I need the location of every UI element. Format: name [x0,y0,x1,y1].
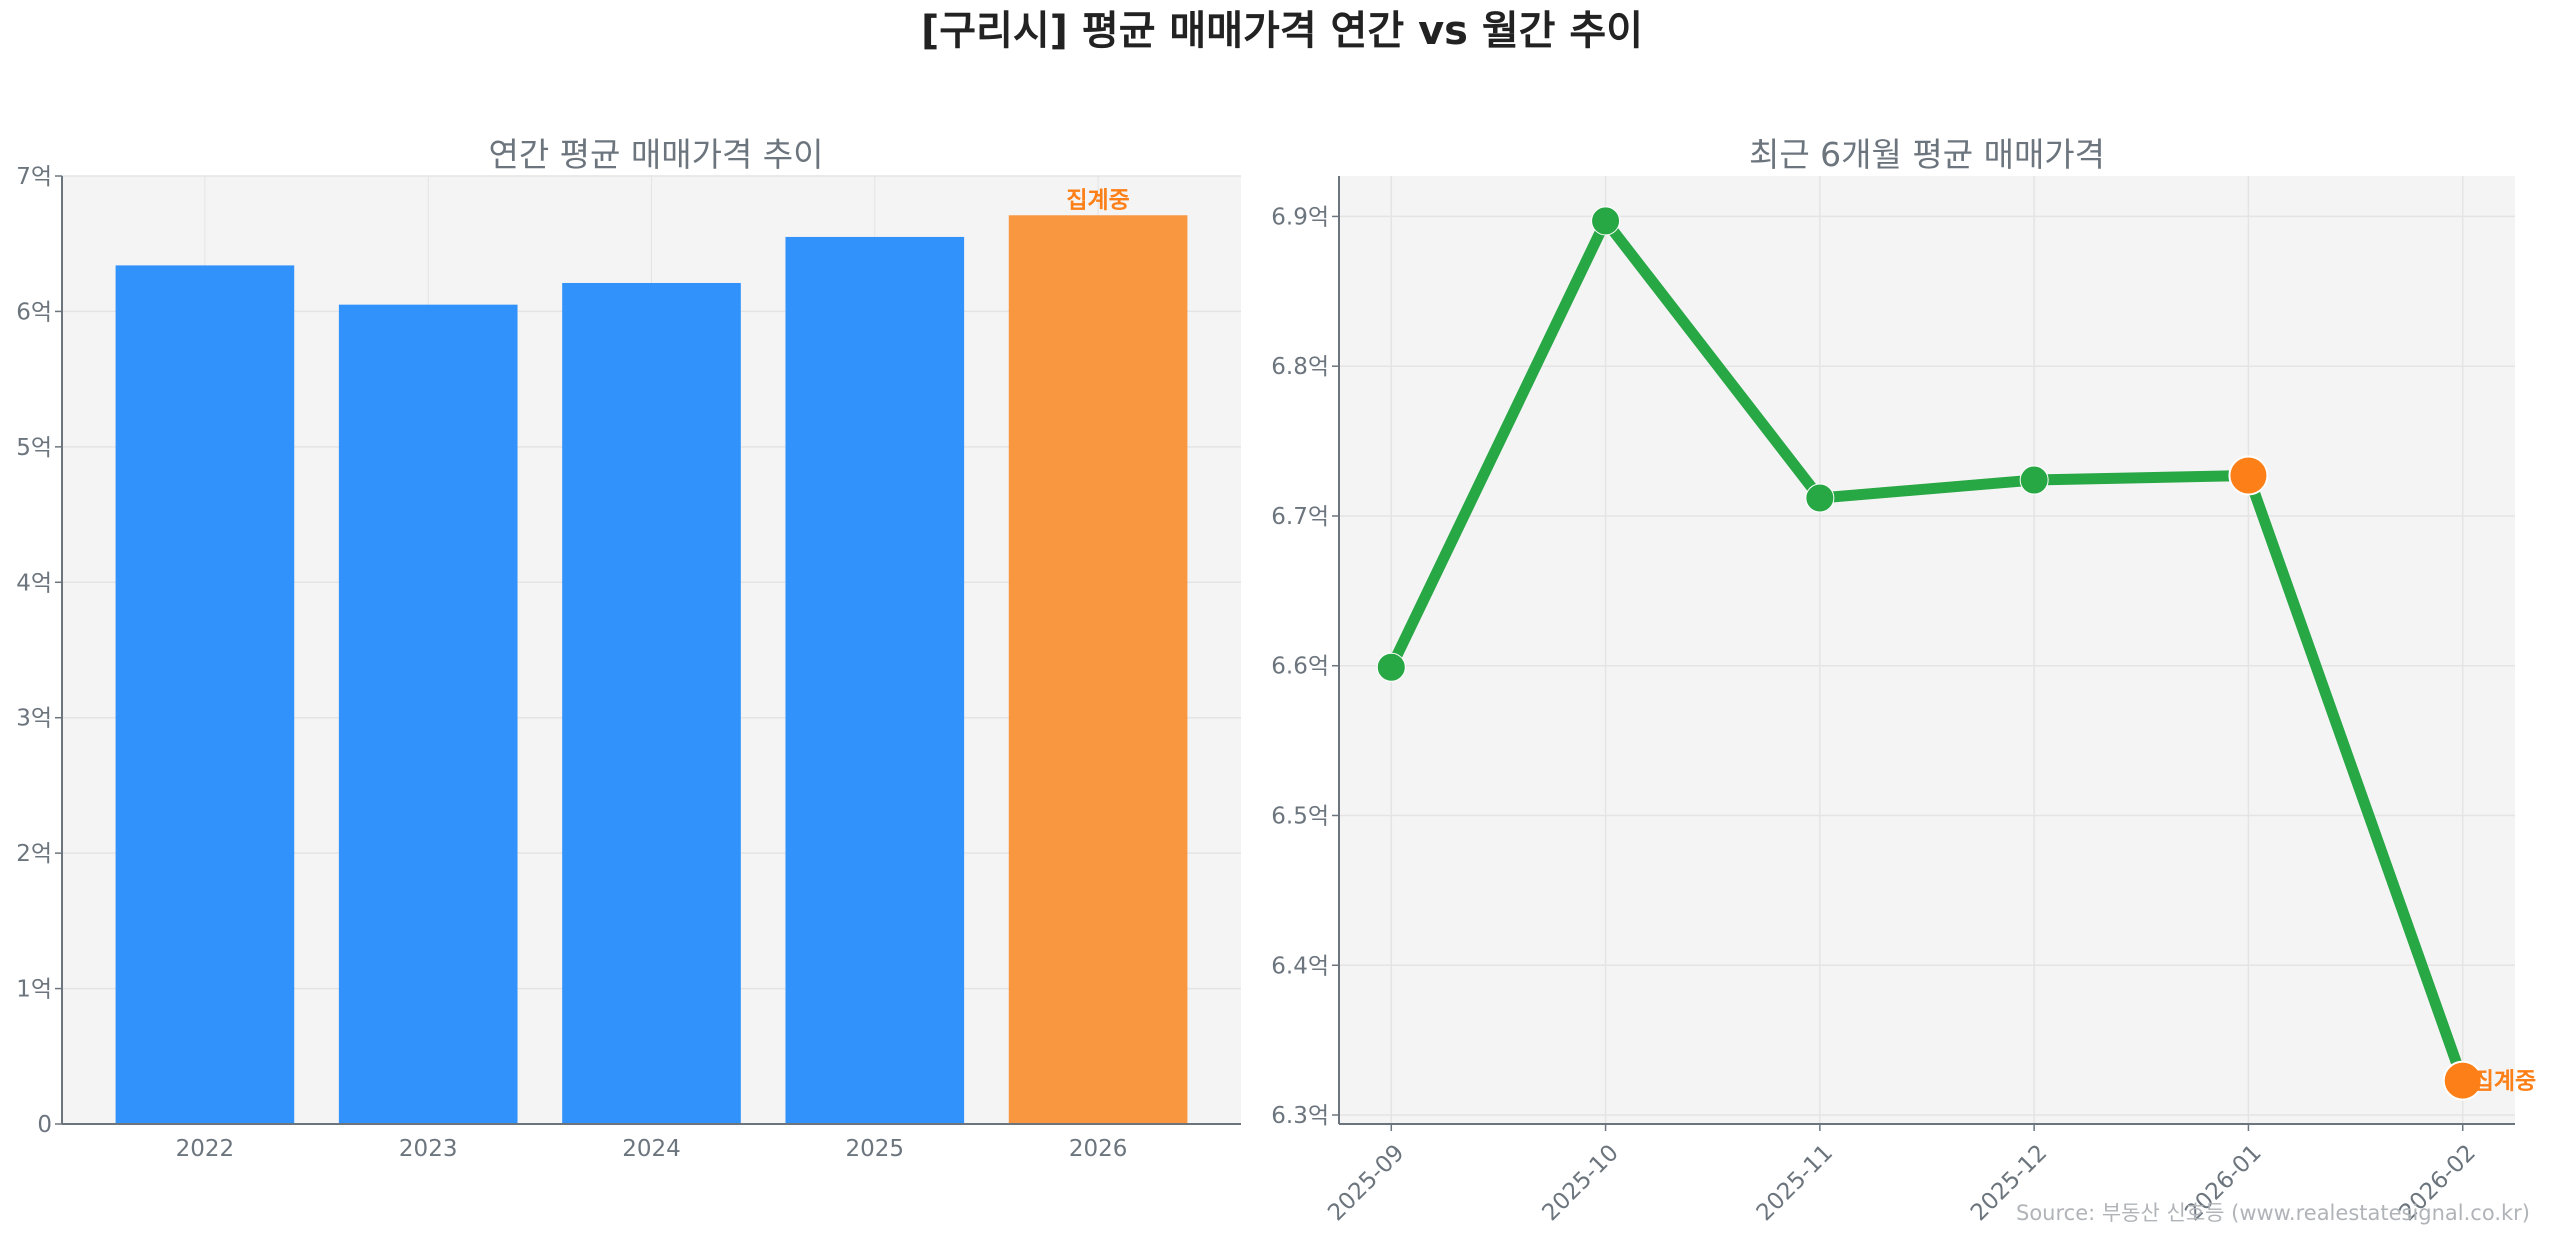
data-point-2025-10 [1591,206,1621,236]
monthly-line-chart: 최근 6개월 평균 매매가격 2025-09 2025-10 2025-11 2025… [1271,135,2536,1226]
y-tick-label: 6.7억 [1271,504,1329,530]
y-tick-label: 0 [37,1112,52,1138]
data-point-2026-01 [2228,455,2269,496]
y-tick-label: 5억 [16,435,52,461]
y-tick-label: 6.9억 [1271,204,1329,230]
partial-data-label: 집계중 [2473,1069,2536,1095]
x-tick-label: 2025-09 [1323,1140,1409,1226]
bar-2023 [338,304,518,1125]
x-tick-label: 2023 [399,1136,458,1162]
x-tick-label: 2025-11 [1752,1140,1838,1226]
annual-chart-title: 연간 평균 매매가격 추이 [488,135,823,174]
data-point-2025-09 [1376,652,1406,682]
y-tick-label: 6.8억 [1271,354,1329,380]
y-tick-label: 7억 [16,164,52,190]
x-tick-label: 2022 [176,1136,235,1162]
plot-background [1339,176,2515,1124]
data-point-2025-11 [1805,483,1835,513]
x-tick-label: 2026 [1069,1136,1128,1162]
y-tick-label: 6억 [16,299,52,325]
x-tick-label: 2025 [846,1136,905,1162]
bar-2026 [1008,215,1188,1124]
y-tick-label: 6.4억 [1271,953,1329,979]
price-line [1386,215,2468,1083]
bar-2024 [562,282,741,1124]
y-tick-label: 2억 [16,841,52,867]
y-tick-label: 1억 [16,977,52,1003]
bar-2022 [115,265,295,1125]
y-tick-label: 4억 [16,570,52,596]
data-point-2026-02 [2442,1060,2483,1101]
annual-bar-chart: 연간 평균 매매가격 추이 0 1억 2억 3억 4억 5억 6억 7억 2022 2023 202… [16,135,1241,1162]
y-tick-label: 6.6억 [1271,654,1329,680]
y-tick-label: 3억 [16,706,52,732]
figure-title: [구리시] 평균 매매가격 연간 vs 월간 추이 [921,8,1643,54]
source-note: Source: 부동산 신호등 (www.realestatesignal.co… [2016,1201,2530,1225]
y-tick-label: 6.3억 [1271,1103,1329,1129]
x-tick-label: 2025-10 [1537,1140,1623,1226]
monthly-chart-title: 최근 6개월 평균 매매가격 [1749,135,2105,174]
data-point-2025-12 [2019,465,2049,495]
y-tick-label: 6.5억 [1271,803,1329,829]
partial-data-label: 집계중 [1066,187,1129,213]
x-tick-label: 2024 [622,1136,681,1162]
bar-2025 [785,236,965,1124]
